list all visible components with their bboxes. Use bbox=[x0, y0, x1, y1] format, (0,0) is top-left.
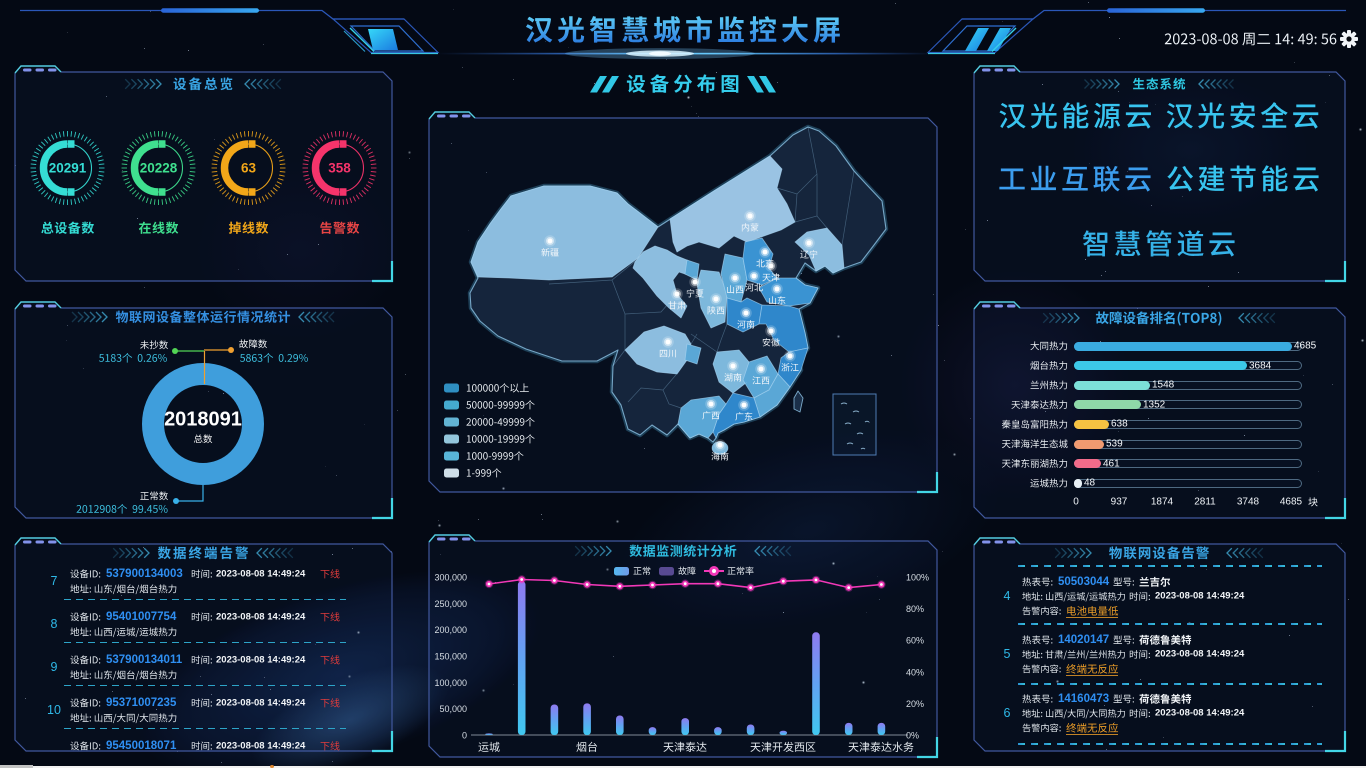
svg-text:40%: 40% bbox=[906, 667, 924, 677]
svg-text:80%: 80% bbox=[906, 604, 924, 614]
svg-text:200,000: 200,000 bbox=[434, 625, 467, 635]
svg-text:0%: 0% bbox=[906, 731, 919, 741]
svg-text:250,000: 250,000 bbox=[434, 599, 467, 609]
svg-text:60%: 60% bbox=[906, 636, 924, 646]
svg-text:0: 0 bbox=[462, 731, 467, 741]
svg-text:100,000: 100,000 bbox=[434, 678, 467, 688]
svg-text:300,000: 300,000 bbox=[434, 573, 467, 583]
svg-text:150,000: 150,000 bbox=[434, 652, 467, 662]
svg-text:100%: 100% bbox=[906, 573, 929, 583]
svg-text:50,000: 50,000 bbox=[439, 704, 467, 714]
svg-text:20%: 20% bbox=[906, 699, 924, 709]
